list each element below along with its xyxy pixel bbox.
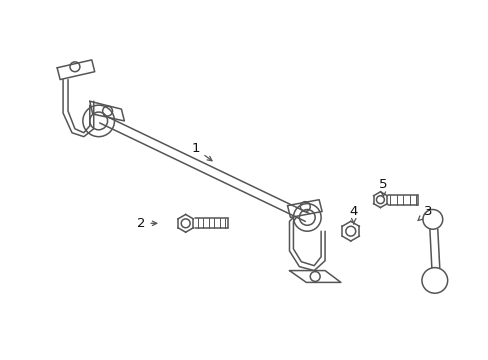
Text: 3: 3 (417, 205, 431, 221)
Text: 4: 4 (349, 205, 357, 224)
Text: 2: 2 (137, 217, 157, 230)
Text: 1: 1 (191, 142, 212, 161)
Text: 5: 5 (378, 179, 387, 197)
